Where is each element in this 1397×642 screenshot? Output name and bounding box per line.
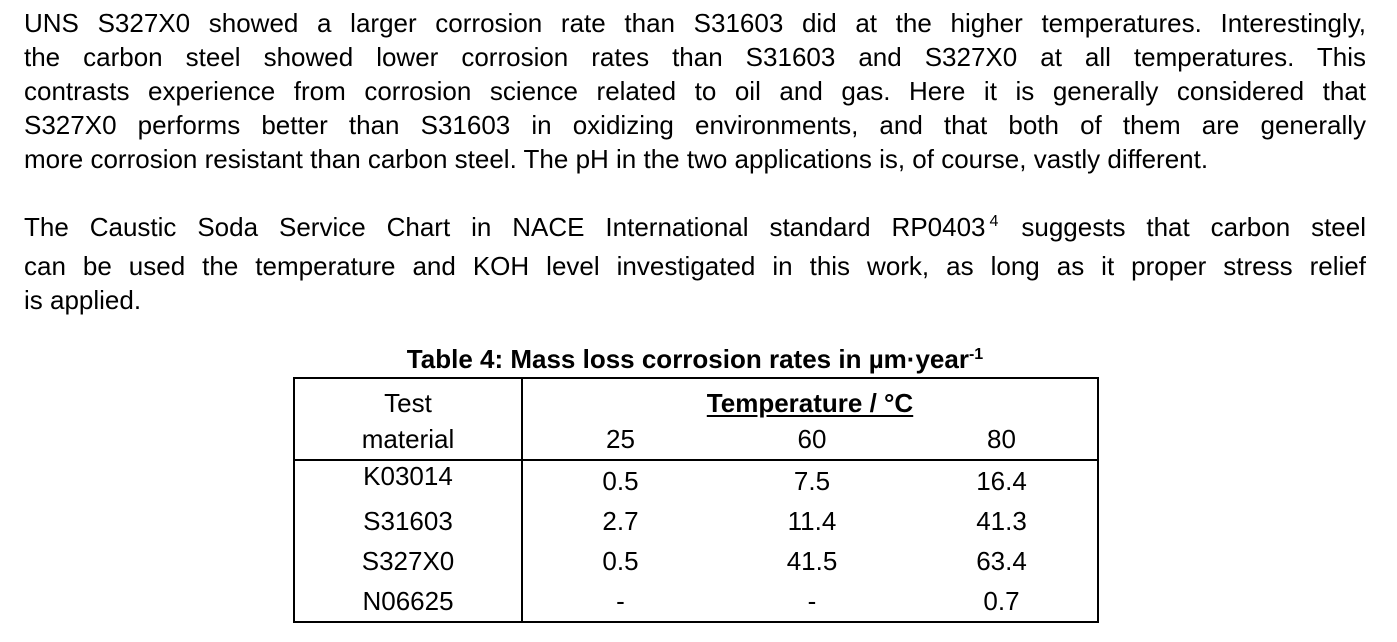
- paragraph-line: more corrosion resistant than carbon ste…: [24, 144, 1209, 174]
- material-cell: N06625: [294, 581, 523, 622]
- paragraph-line: The Caustic Soda Service Chart in NACE I…: [24, 210, 1366, 249]
- header-temp-25: 25: [606, 423, 635, 454]
- table-row: S327X0 0.5 41.5 63.4: [294, 541, 1098, 581]
- reference-superscript: 4: [989, 213, 999, 230]
- header-test-material-line2: material: [294, 419, 523, 460]
- paragraph-line: S327X0 performs better than S31603 in ox…: [24, 110, 1366, 140]
- paragraph-line: can be used the temperature and KOH leve…: [24, 251, 1366, 281]
- header-temp-60: 60: [797, 423, 827, 454]
- paragraph-corrosion-comparison: UNS S327X0 showed a larger corrosion rat…: [24, 6, 1366, 176]
- table-header-row: material 25 60 80: [294, 419, 1099, 460]
- value-cell: 41.3: [976, 505, 1027, 536]
- header-test-material-line1: Test: [294, 378, 523, 419]
- table-row: K03014 0.5 7.5 16.4: [294, 460, 1098, 501]
- header-temperature: Temperature / °C: [706, 388, 914, 418]
- paragraph-text: suggests that carbon steel: [1021, 212, 1366, 242]
- paragraph-line: is applied.: [24, 285, 142, 315]
- value-cell: 11.4: [787, 505, 837, 536]
- table-row: S31603 2.7 11.4 41.3: [294, 501, 1098, 541]
- value-cell: 0.5: [602, 465, 639, 496]
- value-cell: 63.4: [976, 545, 1027, 576]
- value-cell: 0.5: [602, 545, 639, 576]
- value-cell: -: [616, 585, 625, 616]
- material-cell: S327X0: [294, 541, 523, 581]
- material-cell: K03014: [294, 460, 523, 501]
- value-cell: 7.5: [793, 465, 831, 496]
- table-caption-superscript: -1: [968, 346, 984, 363]
- paragraph-text: The Caustic Soda Service Chart in NACE I…: [24, 212, 986, 242]
- table-caption-text: Table 4: Mass loss corrosion rates in µm…: [406, 344, 969, 374]
- corrosion-rate-table: Test Temperature / °C material 25 60 80 …: [293, 377, 1100, 623]
- table-caption: Table 4: Mass loss corrosion rates in µm…: [293, 342, 1097, 376]
- value-cell: 16.4: [976, 465, 1027, 496]
- value-cell: 0.7: [983, 585, 1020, 616]
- paragraph-nace-standard: The Caustic Soda Service Chart in NACE I…: [24, 210, 1366, 317]
- table-header-row: Test Temperature / °C: [294, 378, 1098, 419]
- paragraph-line: UNS S327X0 showed a larger corrosion rat…: [24, 8, 1366, 38]
- material-cell: S31603: [294, 501, 523, 541]
- paragraph-line: the carbon steel showed lower corrosion …: [24, 42, 1366, 72]
- table-row: N06625 - - 0.7: [294, 581, 1098, 622]
- header-temperature-cell: Temperature / °C: [522, 378, 1098, 419]
- value-cell: -: [807, 585, 817, 616]
- header-temp-80: 80: [987, 423, 1016, 454]
- value-cell: 41.5: [786, 545, 838, 576]
- paragraph-line: contrasts experience from corrosion scie…: [24, 76, 1366, 106]
- value-cell: 2.7: [602, 505, 639, 536]
